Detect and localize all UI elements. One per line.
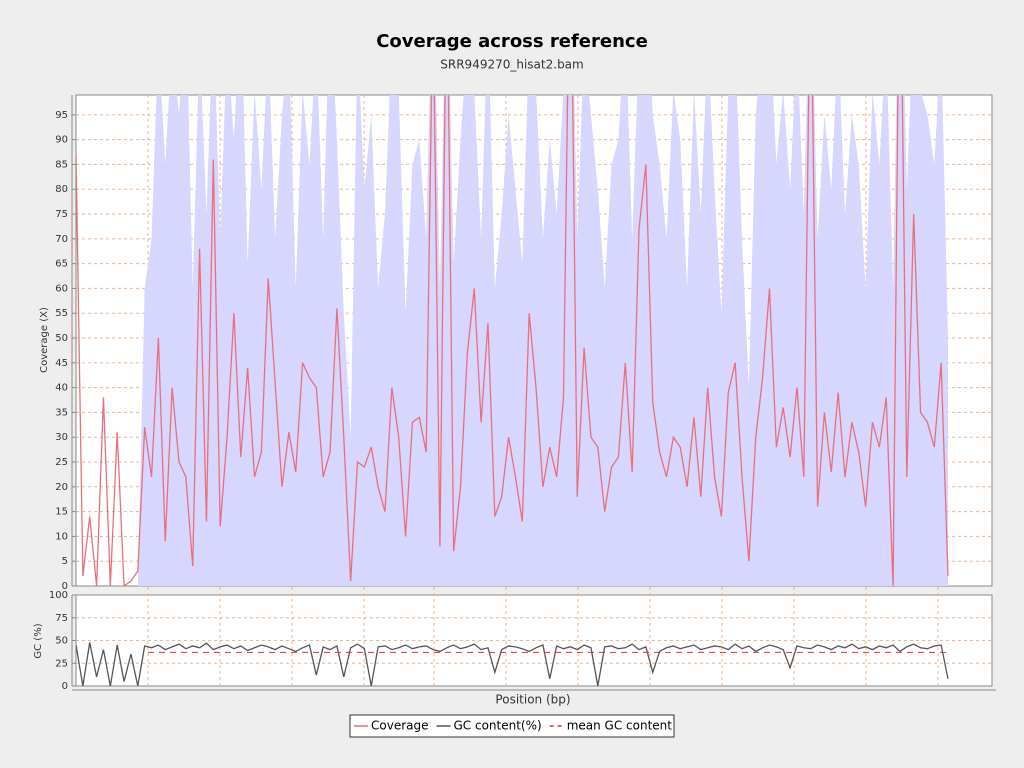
y-tick-label: 45 [55,358,68,369]
y-tick-label: 65 [55,259,68,270]
y-tick-label: 25 [55,457,68,468]
y-tick-label: 35 [55,407,68,418]
y-tick-label: 55 [55,308,68,319]
y-tick-label: 100 [49,590,68,601]
y-tick-label: 60 [55,283,68,294]
y-tick-label: 90 [55,135,68,146]
y-tick-label: 80 [55,184,68,195]
y-tick-label: 40 [55,383,68,394]
y-tick-label: 0 [62,681,68,692]
y-tick-label: 50 [55,333,68,344]
legend-items: Coverage GC content(%) mean GC content [354,719,672,733]
y-tick-label: 0 [62,581,68,592]
y-tick-label: 15 [55,507,68,518]
series-line [76,642,949,686]
y-tick-label: 50 [55,636,68,647]
series-line [76,95,949,586]
plot-content [76,95,949,586]
chart-subtitle: SRR949270_hisat2.bam [440,58,583,72]
y-tick-label: 75 [55,209,68,220]
chart-title: Coverage across reference [376,31,648,52]
y-axis-label: Coverage (X) [39,307,50,373]
y-tick-label: 20 [55,482,68,493]
legend-label: mean GC content [567,719,673,733]
y-tick-label: 70 [55,234,68,245]
legend-label: GC content(%) [454,719,542,733]
y-tick-label: 5 [62,556,68,567]
y-tick-label: 85 [55,159,68,170]
legend [349,714,675,738]
y-axis-label: GC (%) [33,623,44,658]
y-tick-label: 75 [55,613,68,624]
x-axis-label: Position (bp) [495,693,570,707]
legend-label: Coverage [371,719,429,733]
y-tick-label: 95 [55,110,68,121]
y-tick-label: 30 [55,432,68,443]
y-tick-label: 10 [55,531,68,542]
plot-content [76,642,949,686]
y-tick-label: 25 [55,658,68,669]
